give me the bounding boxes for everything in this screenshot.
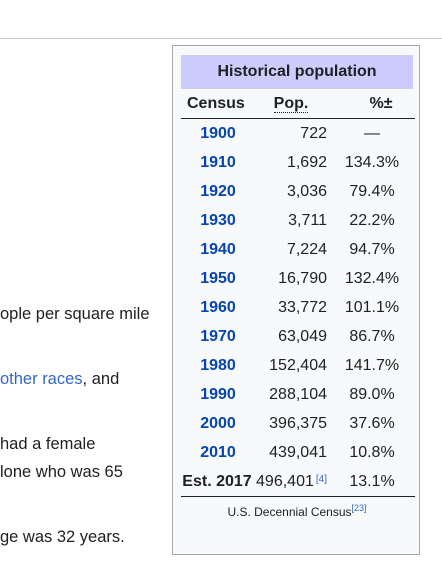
percent-change-value: 134.3%	[344, 154, 400, 171]
census-year-link[interactable]: 1960	[200, 299, 236, 316]
header-population[interactable]: Pop.	[271, 93, 311, 115]
header-census: Census	[187, 95, 245, 112]
percent-change-value: 10.8%	[349, 444, 395, 461]
article-text-line: ge was 32 years.	[0, 528, 125, 546]
percent-change-value: 37.6%	[349, 415, 395, 432]
table-row: 1920 3,036 79.4%	[173, 177, 421, 206]
percent-change-value: 132.4%	[344, 270, 400, 287]
table-row: 2000 396,375 37.6%	[173, 409, 421, 438]
header-population-label: Pop.	[273, 95, 309, 113]
table-row: 1930 3,711 22.2%	[173, 206, 421, 235]
footer-divider	[181, 496, 415, 497]
table-row-estimate: Est. 2017 496,401 [4] 13.1%	[173, 467, 421, 496]
article-text-line: ople per square mile	[0, 305, 150, 323]
census-year-link[interactable]: 1940	[200, 241, 236, 258]
footer-reference-link[interactable]: [23]	[351, 503, 367, 513]
percent-change-value: 101.1%	[344, 299, 400, 316]
table-row: 1910 1,692 134.3%	[173, 148, 421, 177]
population-value: 16,790	[278, 270, 327, 287]
table-row: 1970 63,049 86.7%	[173, 322, 421, 351]
population-value: 33,772	[278, 299, 327, 316]
census-year-link[interactable]: 2000	[200, 415, 236, 432]
percent-change-value: 94.7%	[349, 241, 395, 258]
header-divider	[181, 118, 415, 119]
header-percent-change: %±	[369, 95, 393, 112]
census-year-link[interactable]: 1950	[200, 270, 236, 287]
table-row: 1950 16,790 132.4%	[173, 264, 421, 293]
census-year-link[interactable]: 2010	[200, 444, 236, 461]
article-text-line: lone who was 65	[0, 463, 123, 481]
article-text-line: had a female	[0, 435, 96, 453]
population-value: 1,692	[286, 154, 327, 171]
population-value: 3,036	[286, 183, 327, 200]
percent-change-value: 13.1%	[349, 473, 395, 490]
population-value: 288,104	[269, 386, 327, 403]
population-value: 496,401 [4]	[256, 467, 327, 496]
percent-change-value: 89.0%	[349, 386, 395, 403]
table-row: 2010 439,041 10.8%	[173, 438, 421, 467]
census-year-link[interactable]: 1980	[200, 357, 236, 374]
population-value: 63,049	[278, 328, 327, 345]
other-races-link[interactable]: other races	[0, 370, 83, 388]
reference-link[interactable]: [4]	[315, 474, 327, 485]
population-value: 396,375	[269, 415, 327, 432]
population-value: 439,041	[269, 444, 327, 461]
table-row: 1960 33,772 101.1%	[173, 293, 421, 322]
table-row: 1900 722 —	[173, 119, 421, 148]
percent-change-value: 141.7%	[344, 357, 400, 374]
census-year-link[interactable]: 1910	[200, 154, 236, 171]
infobox-title: Historical population	[181, 55, 413, 89]
table-row: 1940 7,224 94.7%	[173, 235, 421, 264]
article-text-fragment: , and	[82, 370, 120, 388]
estimate-year-label: Est. 2017	[182, 473, 252, 490]
population-value: 3,711	[288, 212, 327, 229]
census-year-link[interactable]: 1930	[200, 212, 236, 229]
percent-change-value: 22.2%	[349, 212, 395, 229]
table-row: 1980 152,404 141.7%	[173, 351, 421, 380]
historical-population-infobox: Historical population Census Pop. %± 190…	[172, 45, 420, 555]
footer-source-text: U.S. Decennial Census	[227, 505, 352, 519]
infobox-footer: U.S. Decennial Census[23]	[173, 500, 421, 520]
census-year-link[interactable]: 1970	[200, 328, 236, 345]
census-year-link[interactable]: 1990	[200, 386, 236, 403]
population-value-text: 496,401	[256, 473, 314, 490]
percent-change-value: 86.7%	[349, 328, 395, 345]
population-value: 722	[300, 125, 327, 142]
percent-change-value: 79.4%	[349, 183, 395, 200]
population-value: 7,224	[286, 241, 327, 258]
population-value: 152,404	[269, 357, 327, 374]
section-divider	[0, 38, 442, 39]
census-year-link[interactable]: 1900	[200, 125, 236, 142]
census-year-link[interactable]: 1920	[200, 183, 236, 200]
table-row: 1990 288,104 89.0%	[173, 380, 421, 409]
percent-change-value: —	[364, 125, 380, 142]
article-text-line: other races, and	[0, 369, 119, 389]
